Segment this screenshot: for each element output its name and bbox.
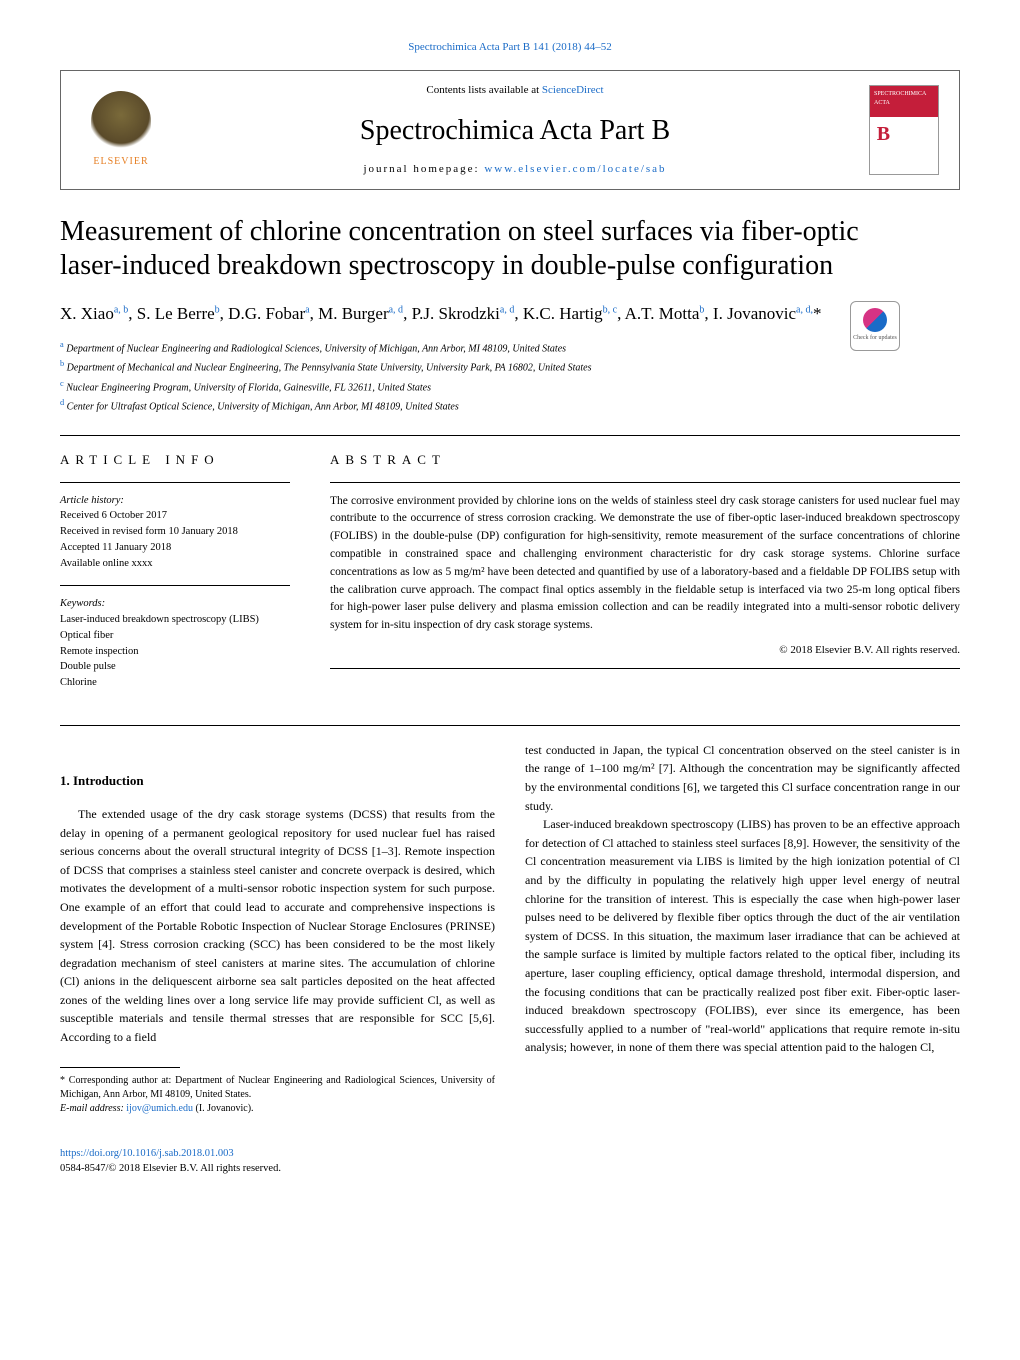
abstract-head: ABSTRACT: [330, 451, 960, 469]
email-link[interactable]: ijov@umich.edu: [126, 1103, 193, 1114]
received-date: Received 6 October 2017: [60, 510, 167, 521]
cover-title: SPECTROCHIMICA ACTA: [870, 86, 938, 111]
email-label: E-mail address:: [60, 1103, 126, 1114]
check-updates-icon: [863, 308, 887, 332]
authors-list: X. Xiaoa, b, S. Le Berreb, D.G. Fobara, …: [60, 301, 960, 327]
info-divider: [60, 482, 290, 483]
body-columns: 1. Introduction The extended usage of th…: [60, 741, 960, 1116]
abstract-bottom-divider: [330, 668, 960, 669]
cover-b-icon: B: [877, 120, 890, 148]
footnotes: * Corresponding author at: Department of…: [60, 1074, 495, 1116]
article-history: Article history: Received 6 October 2017…: [60, 493, 290, 572]
header-center: Contents lists available at ScienceDirec…: [161, 83, 869, 177]
issn-copyright: 0584-8547/© 2018 Elsevier B.V. All right…: [60, 1163, 281, 1174]
intro-para-3: Laser-induced breakdown spectroscopy (LI…: [525, 815, 960, 1057]
affiliation-c: Nuclear Engineering Program, University …: [66, 382, 431, 393]
elsevier-tree-icon: [91, 91, 151, 151]
email-suffix: (I. Jovanovic).: [196, 1103, 254, 1114]
check-updates-label: Check for updates: [853, 334, 897, 342]
journal-reference: Spectrochimica Acta Part B 141 (2018) 44…: [60, 40, 960, 55]
corresponding-author: * Corresponding author at: Department of…: [60, 1074, 495, 1102]
keyword: Chlorine: [60, 677, 97, 688]
journal-name: Spectrochimica Acta Part B: [161, 111, 869, 150]
doi-link[interactable]: https://doi.org/10.1016/j.sab.2018.01.00…: [60, 1148, 234, 1159]
intro-para-2: test conducted in Japan, the typical Cl …: [525, 741, 960, 815]
elsevier-label: ELSEVIER: [93, 155, 148, 169]
keyword: Double pulse: [60, 661, 116, 672]
keyword: Laser-induced breakdown spectroscopy (LI…: [60, 614, 259, 625]
online-date: Available online xxxx: [60, 558, 153, 569]
contents-line: Contents lists available at ScienceDirec…: [161, 83, 869, 98]
keyword: Optical fiber: [60, 630, 113, 641]
contents-prefix: Contents lists available at: [426, 84, 541, 96]
left-column: 1. Introduction The extended usage of th…: [60, 741, 495, 1116]
abstract-column: ABSTRACT The corrosive environment provi…: [330, 451, 960, 704]
info-abstract-row: ARTICLE INFO Article history: Received 6…: [60, 451, 960, 704]
accepted-date: Accepted 11 January 2018: [60, 542, 171, 553]
elsevier-logo: ELSEVIER: [81, 85, 161, 175]
affiliation-d: Center for Ultrafast Optical Science, Un…: [67, 401, 459, 412]
check-updates-badge[interactable]: Check for updates: [850, 301, 900, 351]
keywords-block: Keywords: Laser-induced breakdown spectr…: [60, 596, 290, 691]
sciencedirect-link[interactable]: ScienceDirect: [542, 84, 604, 96]
article-title: Measurement of chlorine concentration on…: [60, 215, 960, 282]
abstract-divider: [330, 482, 960, 483]
homepage-line: journal homepage: www.elsevier.com/locat…: [161, 162, 869, 177]
footnote-rule: [60, 1067, 180, 1068]
divider: [60, 435, 960, 436]
abstract-text: The corrosive environment provided by ch…: [330, 493, 960, 636]
keywords-divider: [60, 585, 290, 586]
bottom-info: https://doi.org/10.1016/j.sab.2018.01.00…: [60, 1146, 960, 1178]
intro-heading: 1. Introduction: [60, 771, 495, 791]
intro-para-1: The extended usage of the dry cask stora…: [60, 805, 495, 1047]
keywords-label: Keywords:: [60, 598, 105, 609]
affiliation-a: Department of Nuclear Engineering and Ra…: [66, 343, 566, 354]
homepage-link[interactable]: www.elsevier.com/locate/sab: [484, 163, 666, 175]
affiliations: a Department of Nuclear Engineering and …: [60, 338, 960, 415]
title-section: Measurement of chlorine concentration on…: [60, 215, 960, 282]
copyright-line: © 2018 Elsevier B.V. All rights reserved…: [330, 643, 960, 658]
article-info-head: ARTICLE INFO: [60, 451, 290, 469]
affiliation-b: Department of Mechanical and Nuclear Eng…: [67, 363, 592, 374]
revised-date: Received in revised form 10 January 2018: [60, 526, 238, 537]
journal-cover-thumb: SPECTROCHIMICA ACTA B: [869, 85, 939, 175]
homepage-prefix: journal homepage:: [363, 163, 484, 175]
article-info-column: ARTICLE INFO Article history: Received 6…: [60, 451, 290, 704]
keyword: Remote inspection: [60, 646, 138, 657]
journal-header: ELSEVIER Contents lists available at Sci…: [60, 70, 960, 190]
right-column: test conducted in Japan, the typical Cl …: [525, 741, 960, 1116]
main-divider: [60, 725, 960, 726]
history-label: Article history:: [60, 495, 124, 506]
